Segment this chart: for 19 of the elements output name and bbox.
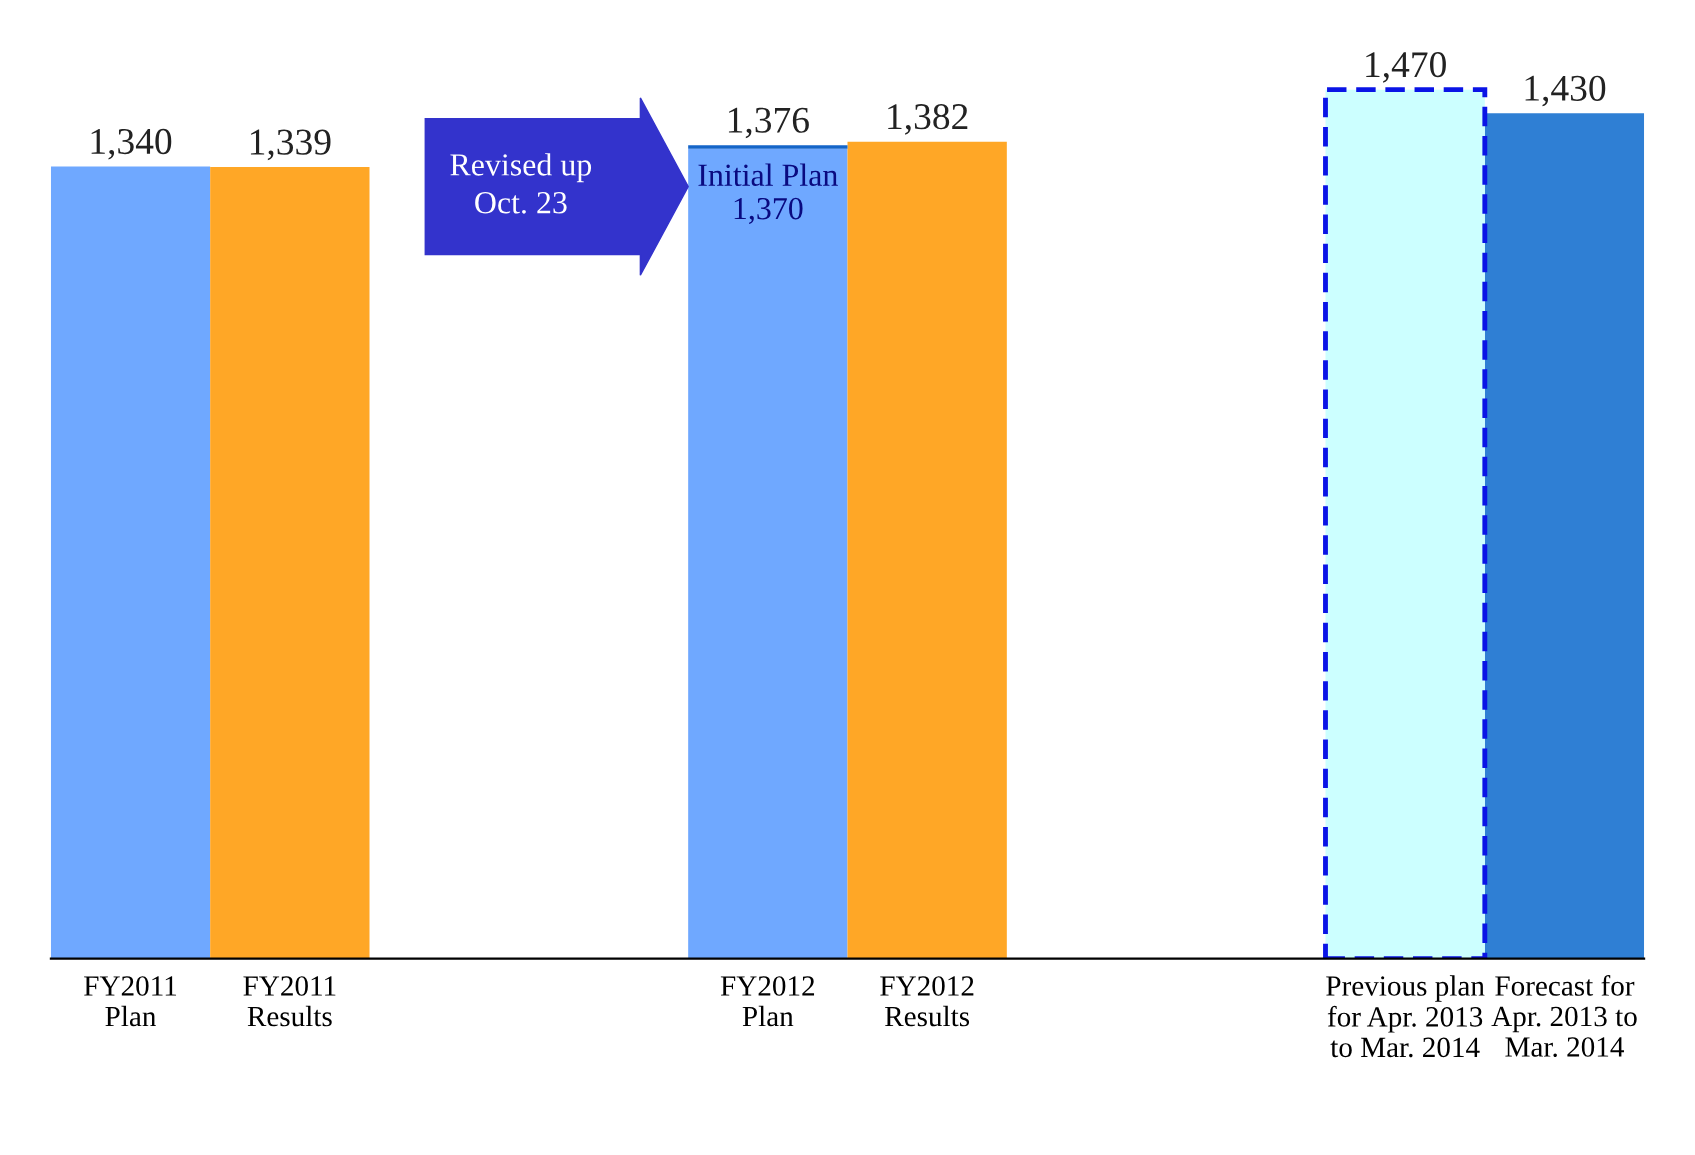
data-label: 1,470 [1366, 52, 1446, 83]
annotation: Revised up Oct. 23 [450, 153, 592, 214]
bar [688, 148, 848, 959]
bar [50, 166, 211, 959]
data-label: 1,340 [91, 128, 172, 160]
x-tick-label: FY2012 Results [880, 976, 974, 1027]
data-label: 1,382 [888, 104, 968, 135]
data-label: 1,339 [250, 129, 331, 161]
bar [210, 167, 370, 959]
total-label: 1,376 [728, 107, 809, 139]
x-tick-label: Previous plan for Apr. 2013 to Mar. 2014 [1326, 975, 1485, 1058]
bar [688, 145, 848, 149]
data-label: 1,430 [1525, 75, 1606, 107]
x-tick-label: FY2011 Plan [84, 976, 177, 1027]
x-tick-label: Forecast for Apr. 2013 to Mar. 2014 [1491, 975, 1637, 1057]
x-tick-label: FY2011 Results [243, 976, 336, 1027]
bar [847, 141, 1007, 959]
x-tick-label: FY2012 Plan [720, 976, 815, 1027]
annotation: Initial Plan 1,370 [698, 163, 838, 225]
